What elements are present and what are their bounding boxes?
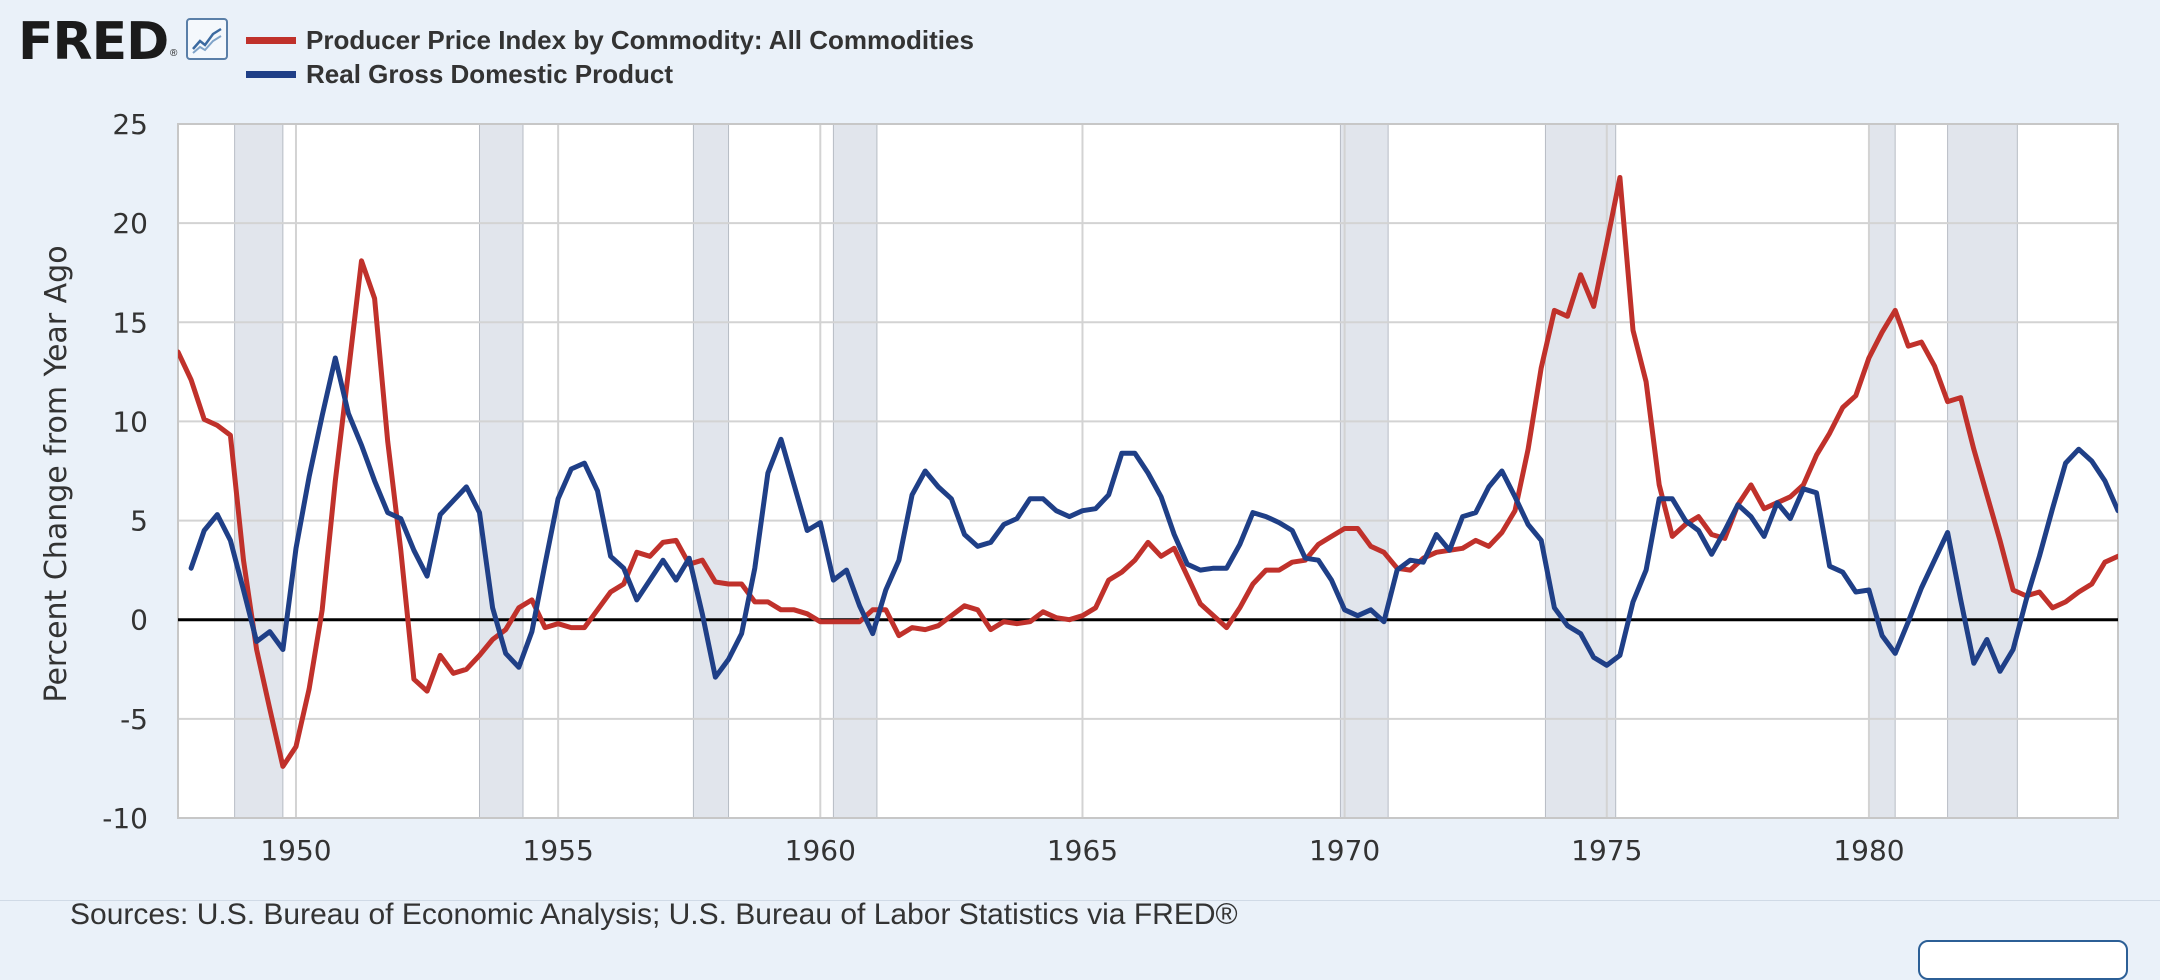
recession-band [234,123,284,819]
recession-band [1339,123,1389,819]
y-tick-label: 25 [112,108,148,141]
recession-band [1868,123,1896,819]
edit-graph-button[interactable] [1918,940,2128,980]
y-tick-label: -5 [120,703,148,736]
x-tick-label: 1975 [1571,834,1642,867]
x-tick-label: 1970 [1309,834,1380,867]
plot-area: 25 20 15 10 5 0 -5 -10 1950 1955 1960 1965 1970 1975 1… [102,108,2119,867]
legend-swatch-gdp [246,70,296,78]
x-tick-label: 1980 [1833,834,1904,867]
recession-band [478,123,524,819]
y-tick-label: 0 [130,604,148,637]
x-tick-label: 1950 [260,834,331,867]
y-tick-label: 15 [112,306,148,339]
y-tick-label: 10 [112,405,148,438]
legend-item-ppi[interactable]: Producer Price Index by Commodity: All C… [246,23,974,57]
source-note: Sources: U.S. Bureau of Economic Analysi… [70,898,1238,931]
footer-divider [0,900,2160,901]
legend-item-gdp[interactable]: Real Gross Domestic Product [246,57,673,91]
legend-label-ppi: Producer Price Index by Commodity: All C… [306,24,974,55]
y-tick-label: 5 [130,505,148,538]
chart-header: FRED ® Producer Price Index by Commodity… [0,0,2160,110]
y-tick-label: 20 [112,207,148,240]
plot-border [177,123,2119,819]
legend-label-gdp: Real Gross Domestic Product [306,58,673,89]
line-chart[interactable]: Percent Change from Year Ago 25 20 15 10 5 0 -… [0,0,2160,900]
recession-band [1544,123,1617,819]
series-line-gdp[interactable] [188,355,2118,680]
recession-band [692,123,730,819]
x-tick-label: 1960 [785,834,856,867]
fred-logo[interactable]: FRED [18,12,169,72]
legend-swatch-ppi [246,36,296,44]
y-axis-label: Percent Change from Year Ago [39,245,74,702]
x-tick-label: 1955 [523,834,594,867]
line-graph-icon[interactable] [186,18,228,60]
recession-band [832,123,878,819]
x-tick-label: 1965 [1047,834,1118,867]
registered-mark-icon: ® [170,48,178,59]
y-tick-label: -10 [102,802,148,835]
